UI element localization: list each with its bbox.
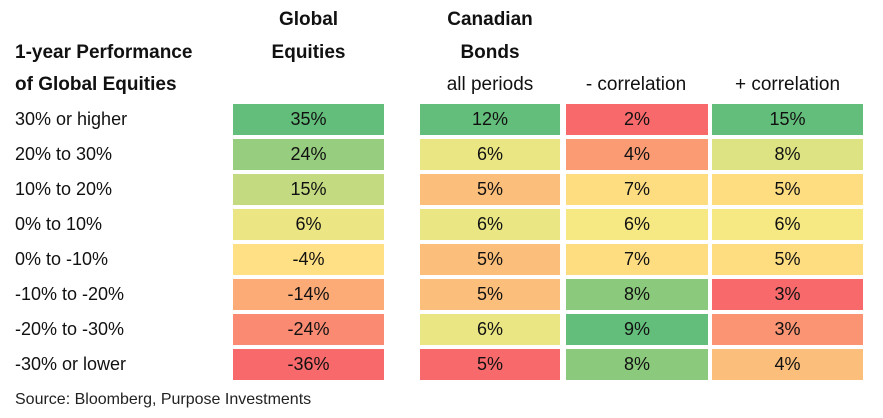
row-label: 20% to 30%: [15, 144, 113, 164]
table-cell: 5%: [712, 244, 863, 275]
row-label: 30% or higher: [15, 109, 128, 129]
table-cell: 6%: [420, 209, 560, 240]
table-cell: -24%: [233, 314, 384, 345]
title-line-2: of Global Equities: [15, 74, 177, 95]
row-label: 0% to -10%: [15, 249, 109, 269]
source-note: Source: Bloomberg, Purpose Investments: [15, 391, 312, 408]
title-line-1: 1-year Performance: [15, 42, 193, 63]
table-cell: 5%: [420, 174, 560, 205]
subheader-all-periods: all periods: [446, 74, 534, 95]
table-cell: 4%: [712, 349, 863, 380]
table-cell: 3%: [712, 279, 863, 310]
table-cell: 3%: [712, 314, 863, 345]
table-cell: 6%: [712, 209, 863, 240]
table-cell: -36%: [233, 349, 384, 380]
row-label: 0% to 10%: [15, 214, 103, 234]
table-cell: 6%: [233, 209, 384, 240]
header-canadian-line-2: Bonds: [460, 42, 520, 63]
table-cell: 24%: [233, 139, 384, 170]
table-cell: 6%: [420, 314, 560, 345]
subheader-neg-correlation: - correlation: [585, 74, 687, 95]
row-label: -10% to -20%: [15, 284, 125, 304]
table-cell: 5%: [420, 349, 560, 380]
subheader-pos-correlation: + correlation: [734, 74, 841, 95]
table-cell: 4%: [566, 139, 708, 170]
table-cell: 7%: [566, 244, 708, 275]
table-cell: 6%: [420, 139, 560, 170]
table-cell: 9%: [566, 314, 708, 345]
table-cell: 12%: [420, 104, 560, 135]
table-cell: 5%: [712, 174, 863, 205]
table-cell: 7%: [566, 174, 708, 205]
table-cell: 15%: [712, 104, 863, 135]
table-cell: 8%: [566, 279, 708, 310]
row-label: -20% to -30%: [15, 319, 125, 339]
table-cell: 35%: [233, 104, 384, 135]
table-cell: 15%: [233, 174, 384, 205]
row-label: 10% to 20%: [15, 179, 113, 199]
header-global-line-1: Global: [278, 9, 339, 30]
header-global-line-2: Equities: [271, 42, 346, 63]
table-cell: 8%: [566, 349, 708, 380]
table-cell: 5%: [420, 244, 560, 275]
table-cell: 6%: [566, 209, 708, 240]
header-canadian-line-1: Canadian: [447, 9, 533, 30]
row-label: -30% or lower: [15, 354, 127, 374]
table-cell: 2%: [566, 104, 708, 135]
table-cell: 8%: [712, 139, 863, 170]
table-cell: 5%: [420, 279, 560, 310]
table-cell: -14%: [233, 279, 384, 310]
table-cell: -4%: [233, 244, 384, 275]
